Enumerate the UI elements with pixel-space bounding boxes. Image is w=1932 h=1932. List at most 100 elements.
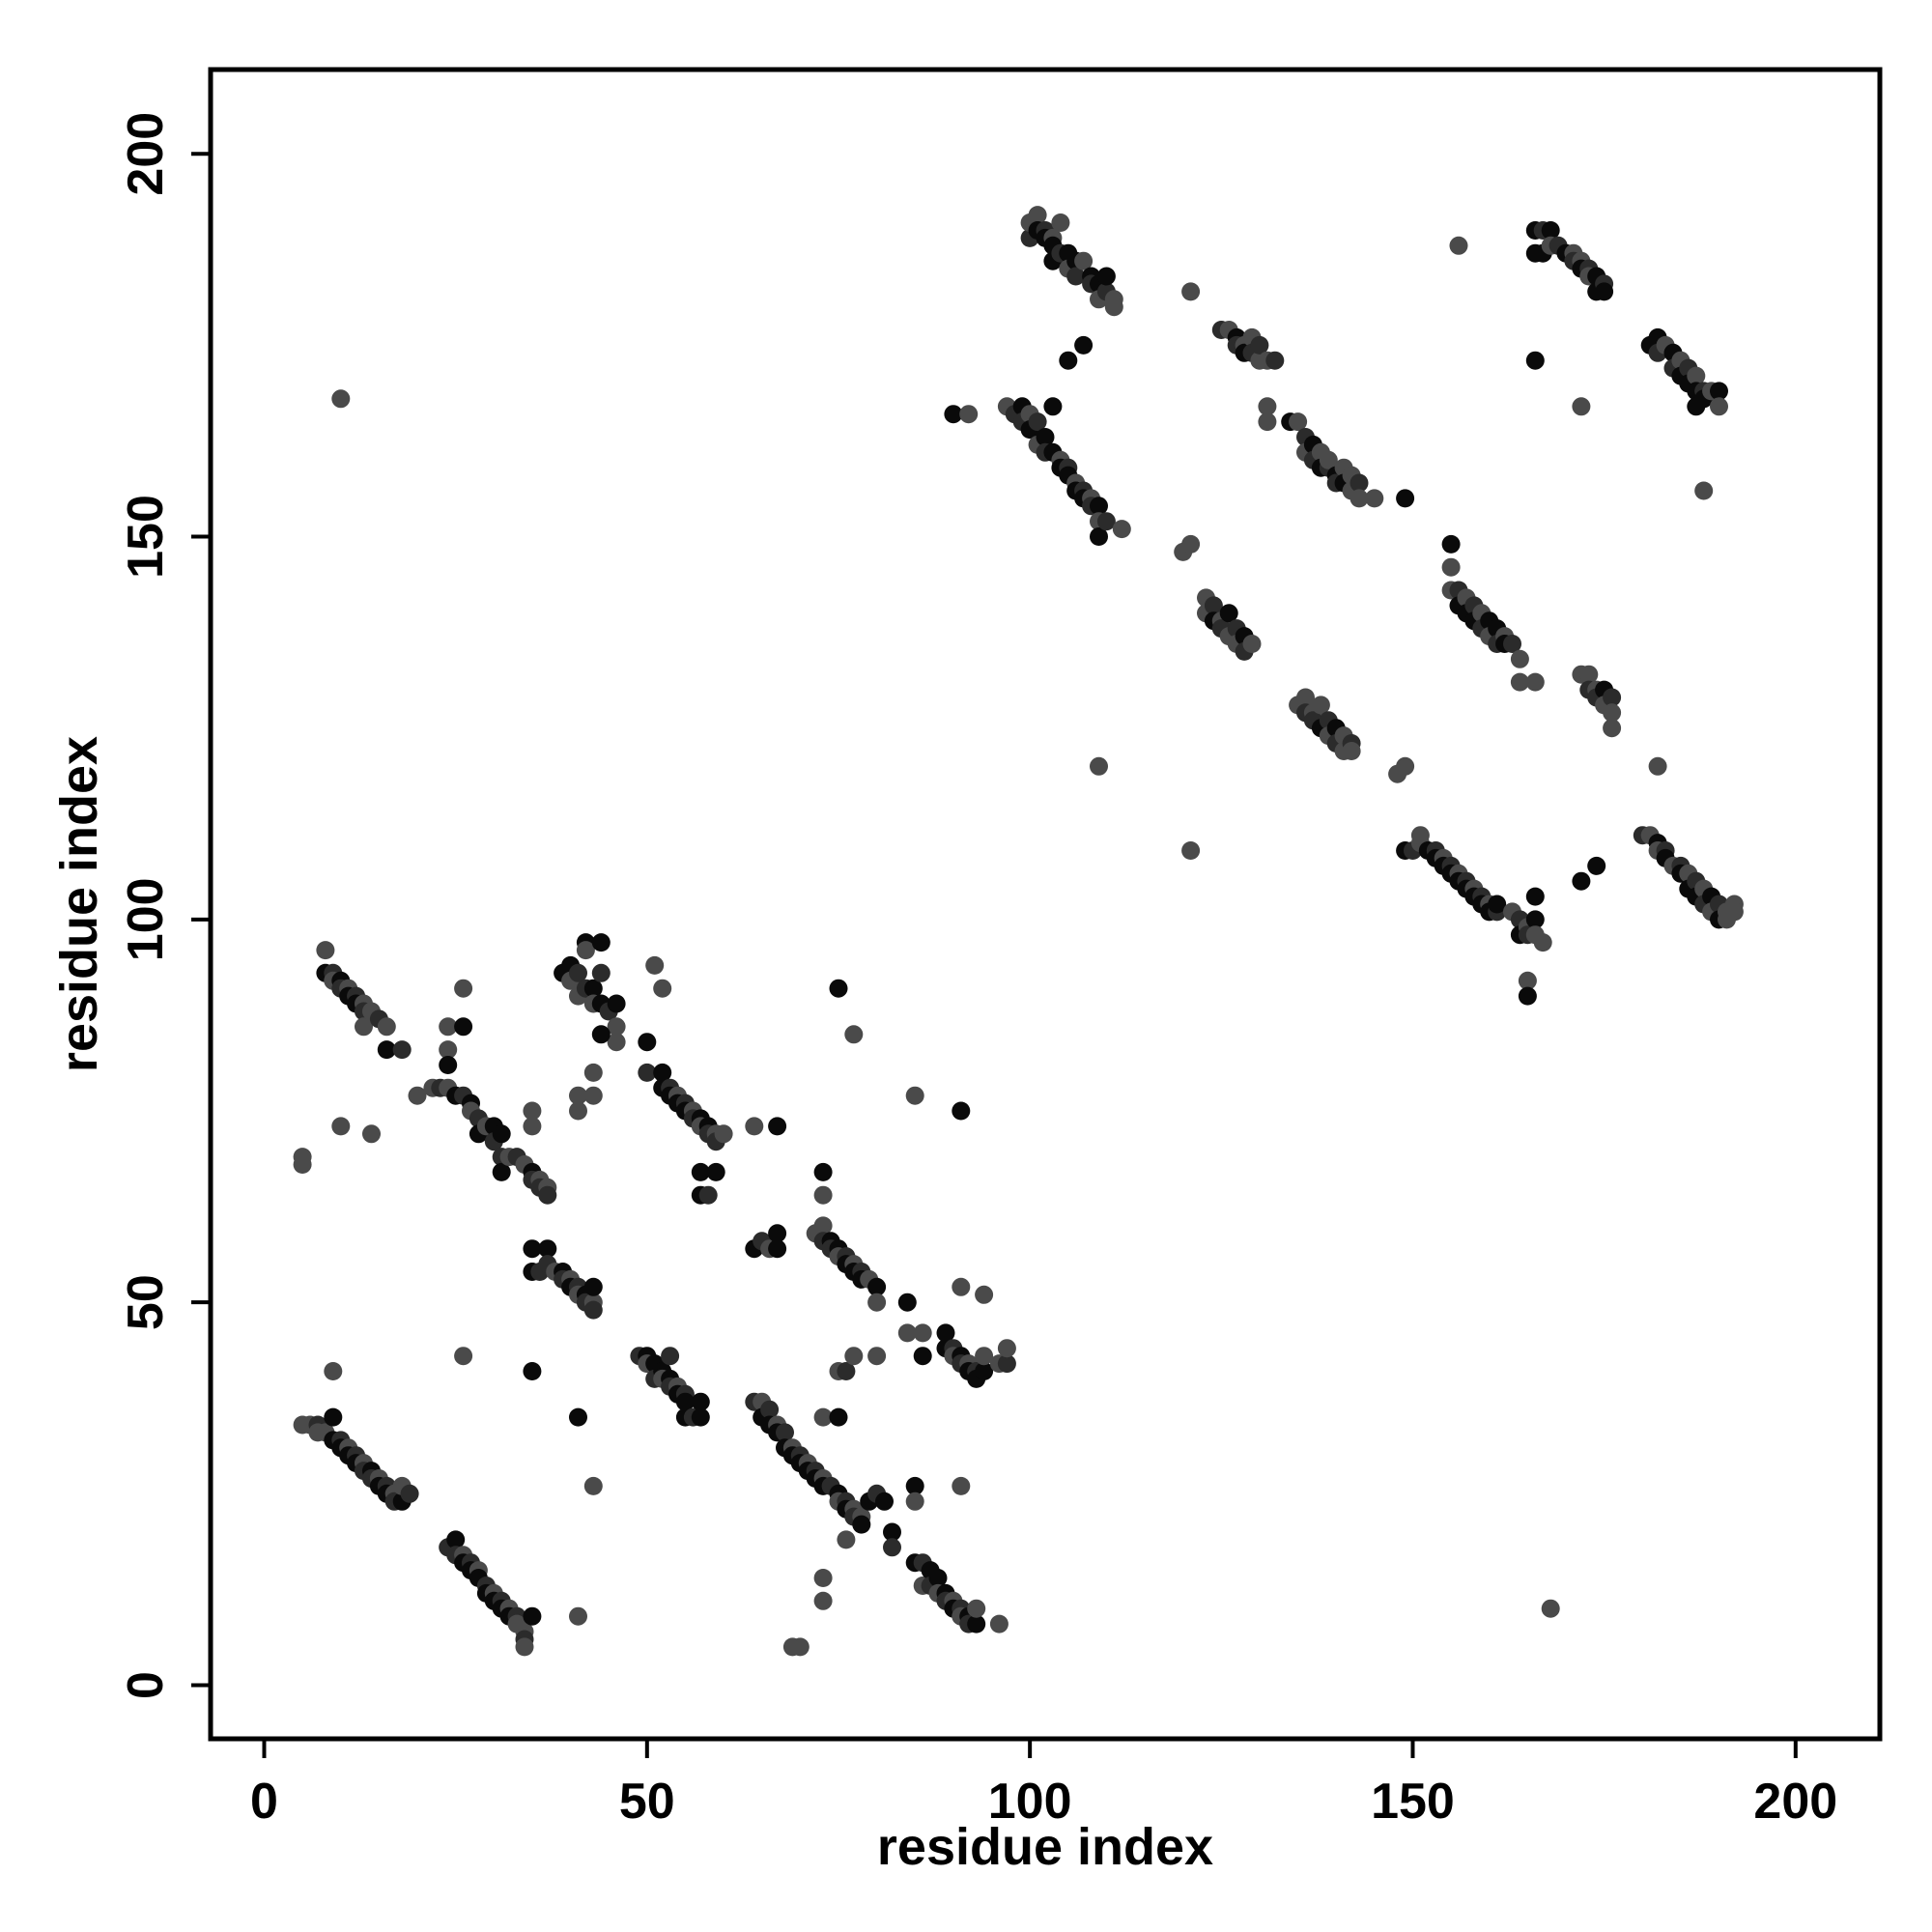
data-point (454, 1347, 473, 1366)
y-tick-label: 50 (118, 1274, 174, 1330)
data-point (952, 1277, 971, 1296)
data-point (576, 941, 595, 960)
points-layer (293, 206, 1744, 1657)
data-point (1579, 665, 1599, 684)
data-point (1096, 267, 1116, 286)
data-point (661, 1347, 680, 1366)
data-point (1043, 397, 1063, 416)
data-point (1242, 635, 1262, 653)
data-point (591, 1025, 611, 1044)
data-point (1365, 489, 1384, 508)
data-point (1518, 986, 1537, 1006)
data-point (1710, 382, 1728, 401)
data-point (837, 1362, 856, 1380)
data-point (675, 1392, 695, 1411)
data-point (959, 405, 979, 424)
data-point (1319, 450, 1338, 469)
data-point (1541, 221, 1560, 240)
data-point (583, 979, 603, 998)
x-tick-label: 50 (619, 1774, 675, 1830)
x-tick-label: 0 (250, 1774, 278, 1830)
data-point (1603, 703, 1622, 723)
data-point (645, 955, 665, 975)
data-point (1396, 756, 1415, 776)
data-point (1518, 971, 1537, 990)
data-point (1687, 366, 1706, 385)
data-point (1204, 596, 1223, 615)
data-point (523, 1117, 542, 1136)
data-point (813, 1407, 833, 1427)
y-tick-label: 200 (118, 112, 174, 196)
data-point (638, 1033, 657, 1052)
data-point (1595, 282, 1614, 301)
data-point (638, 1063, 657, 1082)
data-point (897, 1323, 917, 1343)
data-point (1710, 397, 1728, 416)
data-point (1181, 841, 1201, 860)
data-point (1090, 527, 1108, 546)
data-point (1350, 473, 1369, 493)
data-point (829, 1407, 848, 1427)
data-point (867, 1293, 887, 1312)
data-point (1096, 512, 1116, 531)
data-point (1258, 397, 1277, 416)
data-point (1059, 351, 1078, 370)
data-point (1396, 489, 1415, 508)
data-point (1525, 351, 1545, 370)
data-point (760, 1400, 780, 1419)
data-point (768, 1239, 787, 1259)
data-point (569, 1086, 587, 1105)
data-point (377, 1017, 396, 1037)
data-point (1074, 251, 1094, 270)
data-point (936, 1323, 955, 1343)
data-point (1296, 688, 1315, 707)
data-point (653, 979, 672, 998)
data-point (408, 1086, 427, 1105)
data-point (583, 1063, 603, 1082)
data-point (698, 1185, 718, 1205)
data-point (1449, 236, 1468, 255)
data-point (1488, 895, 1507, 914)
data-point (928, 1569, 948, 1587)
data-point (454, 1017, 473, 1037)
data-point (324, 1407, 343, 1427)
data-point (1051, 213, 1070, 232)
data-point (691, 1162, 710, 1181)
data-point (813, 1185, 833, 1205)
data-point (776, 1423, 794, 1442)
data-point (691, 1407, 710, 1427)
data-point (439, 1040, 458, 1060)
data-point (883, 1538, 901, 1557)
data-point (569, 1407, 587, 1427)
data-point (331, 1117, 351, 1136)
data-point (607, 994, 626, 1013)
data-point (768, 1117, 787, 1136)
data-point (569, 1606, 587, 1626)
data-point (538, 1185, 557, 1205)
data-point (1525, 910, 1545, 929)
data-point (583, 1476, 603, 1495)
data-point (952, 1476, 971, 1495)
data-point (1265, 351, 1285, 370)
data-point (844, 1025, 864, 1044)
data-point (913, 1347, 932, 1366)
data-point (837, 1530, 856, 1549)
data-point (439, 1056, 458, 1074)
data-point (607, 1033, 626, 1052)
data-point (714, 1124, 733, 1144)
data-point (1074, 335, 1094, 355)
data-point (1441, 557, 1461, 577)
data-point (569, 1101, 587, 1121)
data-point (591, 933, 611, 952)
data-point (952, 1101, 971, 1121)
data-point (905, 1476, 924, 1495)
data-point (607, 1017, 626, 1037)
data-point (829, 979, 848, 998)
data-point (997, 1354, 1016, 1374)
data-point (1250, 335, 1269, 355)
data-point (1350, 489, 1369, 508)
data-point (1525, 672, 1545, 692)
data-point (439, 1017, 458, 1037)
